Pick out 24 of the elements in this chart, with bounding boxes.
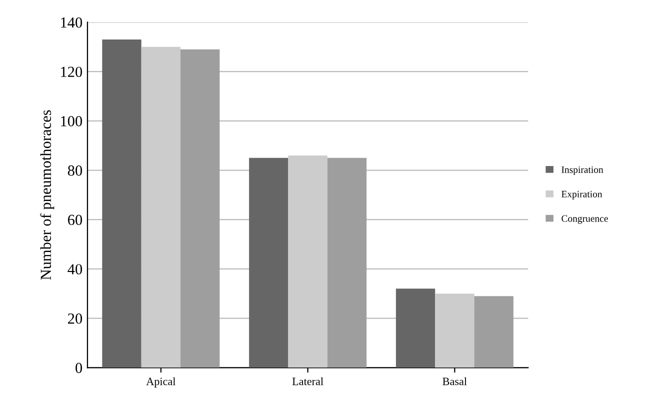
y-tick-label: 140 (61, 17, 82, 28)
bar (327, 158, 367, 368)
x-tick-label: Basal (442, 377, 467, 386)
legend-label: Expiration (562, 190, 602, 200)
y-tick-label: 60 (68, 214, 82, 226)
bar (288, 155, 328, 368)
bar (474, 296, 514, 368)
y-tick-label: 120 (61, 66, 82, 78)
bar (435, 294, 474, 368)
bar (396, 288, 436, 368)
y-tick-label: 20 (68, 313, 82, 324)
bar (249, 158, 288, 368)
x-tick-label: Apical (146, 377, 176, 388)
legend-label: Inspiration (562, 166, 604, 175)
legend-label: Congruence (562, 215, 608, 224)
y-tick-label: 80 (68, 165, 82, 176)
bar (141, 46, 181, 368)
y-tick-label: 100 (61, 116, 82, 126)
y-tick-label: 0 (76, 362, 82, 374)
x-tick-label: Lateral (292, 377, 324, 386)
bar (102, 39, 142, 368)
y-axis-title: Number of pneumothoraces (40, 110, 54, 280)
bar (180, 49, 220, 368)
y-tick-label: 40 (68, 264, 82, 274)
